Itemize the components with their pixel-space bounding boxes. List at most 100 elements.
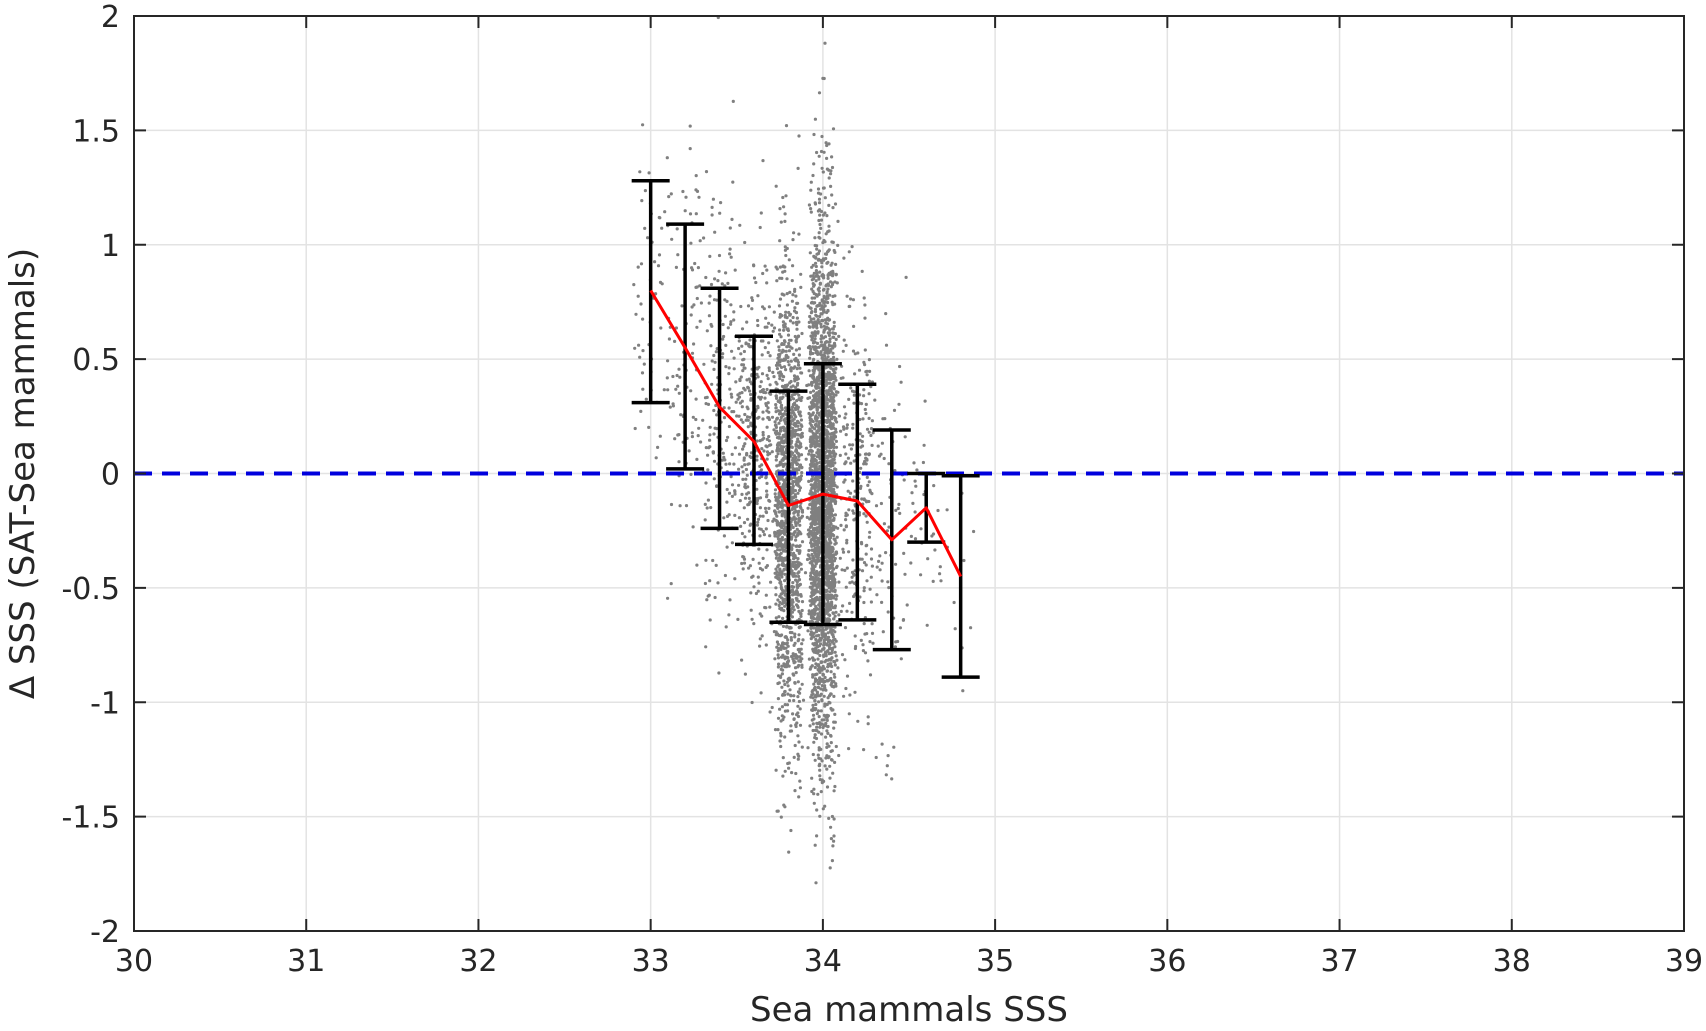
scatter-point <box>876 444 880 448</box>
scatter-point <box>831 572 835 576</box>
scatter-point <box>796 593 800 597</box>
scatter-point <box>811 351 815 356</box>
scatter-point <box>784 310 788 314</box>
scatter-point <box>863 316 867 320</box>
scatter-point <box>708 433 712 437</box>
scatter-point <box>793 666 798 670</box>
scatter-point <box>795 383 800 387</box>
scatter-point <box>831 294 835 298</box>
scatter-point <box>816 536 820 541</box>
scatter-point <box>761 410 765 414</box>
scatter-point <box>792 643 796 648</box>
scatter-point <box>704 275 708 280</box>
scatter-point <box>694 212 698 216</box>
scatter-point <box>813 307 818 311</box>
scatter-point <box>776 506 780 510</box>
scatter-point <box>723 458 727 462</box>
scatter-point <box>824 627 828 631</box>
scatter-point <box>776 409 781 413</box>
scatter-point <box>893 469 897 473</box>
scatter-point <box>805 557 810 562</box>
scatter-point <box>692 342 696 346</box>
scatter-point <box>813 642 817 646</box>
scatter-point <box>711 197 716 201</box>
scatter-point <box>813 201 817 205</box>
scatter-point <box>828 646 832 651</box>
scatter-point <box>792 673 796 677</box>
scatter-point <box>809 347 813 351</box>
scatter-point <box>797 574 801 579</box>
scatter-point <box>845 294 849 298</box>
scatter-point <box>852 573 856 577</box>
scatter-point <box>812 132 816 137</box>
scatter-point <box>795 713 799 717</box>
scatter-point <box>825 602 829 607</box>
scatter-point <box>760 634 764 638</box>
scatter-point <box>758 534 762 538</box>
scatter-point <box>791 315 795 320</box>
scatter-point <box>811 713 816 717</box>
scatter-point <box>702 362 706 366</box>
scatter-point <box>834 452 838 456</box>
scatter-point <box>808 724 812 728</box>
scatter-point <box>776 452 780 456</box>
scatter-point <box>793 632 797 636</box>
scatter-point <box>831 422 835 426</box>
scatter-point <box>862 512 866 516</box>
scatter-point <box>789 693 793 697</box>
scatter-point <box>772 630 777 634</box>
scatter-point <box>776 565 780 569</box>
scatter-point <box>834 411 838 415</box>
scatter-point <box>832 395 836 399</box>
scatter-point <box>834 565 839 570</box>
scatter-point <box>852 393 856 397</box>
scatter-point <box>808 466 812 470</box>
scatter-point <box>748 380 752 384</box>
scatter-point <box>820 318 824 323</box>
scatter-point <box>827 343 831 347</box>
scatter-point <box>832 341 837 345</box>
scatter-point <box>886 754 890 758</box>
scatter-point <box>778 567 782 571</box>
scatter-point <box>780 525 784 530</box>
scatter-point <box>834 378 838 382</box>
scatter-point <box>797 599 801 603</box>
scatter-point <box>676 384 680 388</box>
scatter-point <box>829 692 833 696</box>
scatter-point <box>830 859 835 863</box>
scatter-point <box>804 457 808 461</box>
scatter-point <box>767 506 771 510</box>
scatter-point <box>796 695 800 699</box>
scatter-point <box>797 454 801 458</box>
scatter-point <box>805 383 809 388</box>
scatter-point <box>805 515 809 520</box>
scatter-point <box>773 657 777 661</box>
scatter-point <box>674 265 679 269</box>
scatter-point <box>904 275 908 279</box>
scatter-point <box>810 521 815 526</box>
scatter-point <box>798 486 803 490</box>
scatter-point <box>755 458 759 462</box>
scatter-point <box>775 339 779 343</box>
scatter-point <box>691 525 695 529</box>
scatter-point <box>813 546 817 551</box>
scatter-point <box>832 527 836 532</box>
scatter-point <box>741 470 745 474</box>
scatter-point <box>712 432 716 436</box>
scatter-point <box>851 426 855 430</box>
scatter-point <box>828 280 833 284</box>
scatter-point <box>831 469 835 473</box>
scatter-point <box>818 352 822 356</box>
scatter-point <box>799 506 803 510</box>
scatter-point <box>699 440 703 444</box>
scatter-point <box>796 557 800 561</box>
scatter-point <box>800 745 804 749</box>
scatter-point <box>809 210 813 214</box>
scatter-point <box>873 398 877 402</box>
scatter-point <box>816 558 820 562</box>
scatter-point <box>806 396 810 400</box>
scatter-point <box>862 622 866 626</box>
scatter-point <box>822 687 826 691</box>
scatter-point <box>849 461 853 465</box>
